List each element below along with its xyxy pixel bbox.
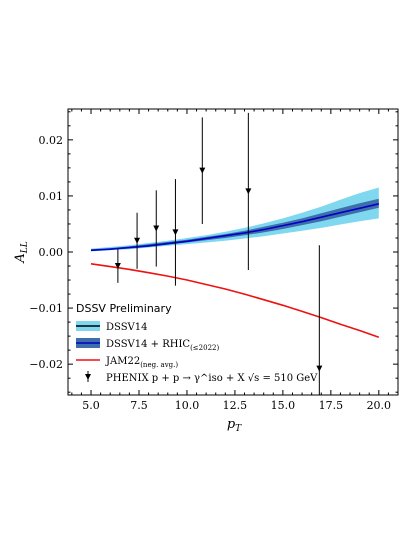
x-tick-label-1: 7.5 (130, 399, 148, 412)
y-tick-label-2: 0.00 (39, 246, 64, 259)
y-tick-label-3: 0.01 (39, 190, 64, 203)
data-point-4 (199, 167, 206, 174)
legend-label-sub-1: (≤2022) (190, 344, 219, 352)
y-axis-label-main: A (13, 253, 28, 263)
y-tick-label-0: −0.02 (29, 358, 63, 371)
y-tick-label-1: −0.01 (29, 302, 63, 315)
legend-label-1: DSSV14 + RHIC(≤2022) (106, 339, 219, 352)
legend-label-main-1: DSSV14 + RHIC (106, 339, 190, 350)
legend-swatch-phenix-marker (85, 374, 91, 380)
legend-label-main-0: DSSV14 (106, 322, 148, 333)
x-tick-label-6: 20.0 (367, 399, 392, 412)
x-tick-label-5: 17.5 (319, 399, 344, 412)
x-tick-label-0: 5.0 (82, 399, 100, 412)
x-tick-label-2: 10.0 (175, 399, 200, 412)
band-0 (91, 187, 379, 252)
data-point-3 (172, 229, 179, 236)
data-point-2 (153, 225, 160, 232)
legend-title: DSSV Preliminary (76, 302, 172, 315)
x-tick-label-4: 15.0 (271, 399, 296, 412)
data-point-1 (134, 237, 141, 244)
legend-label-2: JAM22(neg. avg.) (105, 356, 178, 369)
data-point-5 (245, 188, 252, 195)
line-3 (90, 263, 380, 338)
legend-label-main-3: PHENIX p + p → γ^iso + X √s = 510 GeV (106, 373, 318, 384)
y-tick-label-4: 0.02 (39, 134, 64, 147)
legend: DSSV Preliminary DSSV14 DSSV14 + RHIC(≤202… (76, 302, 318, 384)
data-point-0 (114, 263, 121, 270)
legend-label-0: DSSV14 (106, 322, 148, 333)
x-axis-label-main: p (227, 417, 236, 432)
model-curves (90, 203, 380, 338)
y-axis-label: ALL (13, 241, 30, 263)
legend-label-3: PHENIX p + p → γ^iso + X √s = 510 GeV (106, 373, 318, 384)
x-tick-label-3: 12.5 (223, 399, 248, 412)
phenix-data-points (114, 112, 323, 395)
legend-label-main-2: JAM22 (105, 356, 140, 367)
x-axis-label: pT (227, 417, 242, 434)
legend-label-sub-2: (neg. avg.) (140, 361, 178, 369)
line-2 (90, 203, 379, 252)
uncertainty-bands (91, 187, 379, 252)
axis-ticks: 5.0 7.5 10.0 12.5 15.0 17.5 20.0 −0.02 −0.01 0.00… (29, 109, 399, 412)
data-point-6 (316, 365, 323, 372)
x-axis-label-sub: T (235, 424, 242, 434)
y-axis-label-sub: LL (20, 241, 30, 254)
